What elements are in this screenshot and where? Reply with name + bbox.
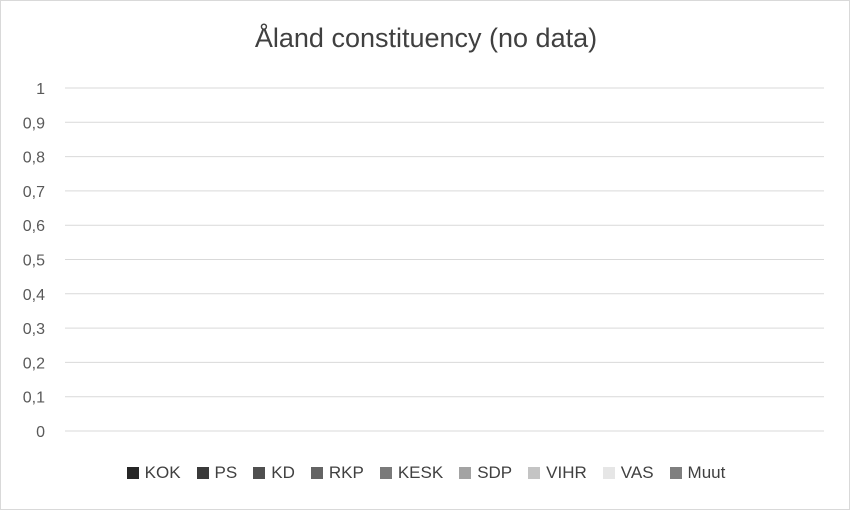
legend-item: VAS [602,463,654,483]
legend-label: PS [214,463,238,482]
legend-swatch [459,467,472,479]
y-tick-label: 0,3 [23,321,45,338]
legend-item: PS [196,463,238,483]
legend-item: SDP [459,463,512,483]
legend: KOK PS KD RKP KESK SDP VIHR VAS Muut [1,463,850,483]
legend-label: Muut [687,463,726,482]
legend-swatch [196,467,209,479]
legend-label: VAS [620,463,654,482]
legend-label: VIHR [546,463,587,482]
legend-swatch [379,467,392,479]
y-tick-label: 1 [36,81,45,98]
legend-swatch [528,467,541,479]
legend-label: RKP [328,463,364,482]
chart-title: Åland constituency (no data) [254,23,598,53]
legend-item: KESK [379,463,444,483]
legend-label: KOK [144,463,181,482]
legend-label: KD [271,463,295,482]
y-tick-label: 0,6 [23,218,45,235]
y-axis-labels: 0 0,1 0,2 0,3 0,4 0,5 0,6 0,7 0,8 0,9 1 [23,81,45,441]
legend-swatch [126,467,139,479]
y-tick-label: 0,2 [23,355,45,372]
legend-label: SDP [477,463,513,482]
legend-item: KD [253,463,295,483]
legend-swatch [669,467,682,479]
y-tick-label: 0,4 [23,287,45,304]
y-tick-label: 0,7 [23,184,45,201]
y-tick-label: 0,8 [23,150,45,167]
legend-item: KOK [126,463,181,483]
legend-swatch [310,467,323,479]
legend-swatch [253,467,266,479]
legend-item: Muut [669,463,726,483]
gridlines [65,87,824,432]
y-tick-label: 0,5 [23,253,45,270]
y-tick-label: 0,1 [23,390,45,407]
y-tick-label: 0 [36,424,45,441]
y-tick-label: 0,9 [23,115,45,132]
legend-item: VIHR [528,463,587,483]
legend-label: KESK [397,463,444,482]
legend-swatch [602,467,615,479]
legend-item: RKP [310,463,364,483]
